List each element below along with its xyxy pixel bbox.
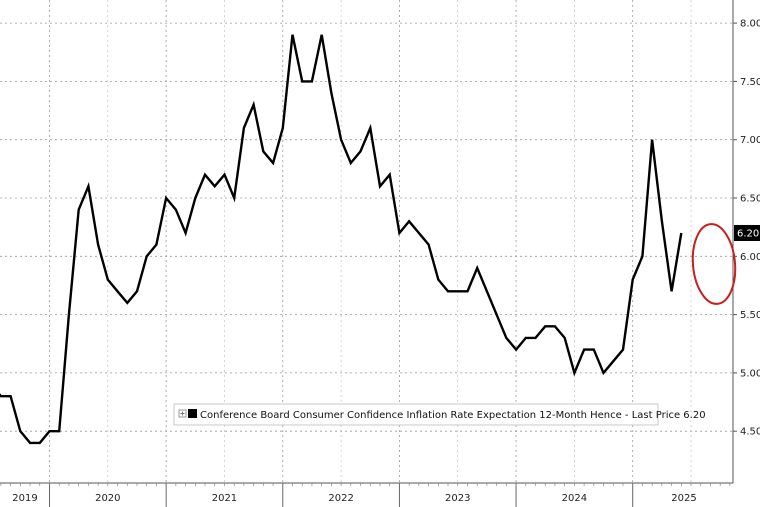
last-price-label: 6.20 [737, 228, 759, 239]
y-tick-label: 8.00 [740, 19, 760, 30]
x-year-label: 2025 [671, 493, 696, 504]
y-tick-label: 6.00 [740, 252, 760, 263]
x-year-label: 2019 [12, 493, 37, 504]
series-line [0, 34, 683, 445]
legend-box [173, 403, 659, 426]
legend: Conference Board Consumer Confidence Inf… [173, 403, 706, 426]
x-year-label: 2024 [562, 493, 587, 504]
y-tick-label: 7.50 [740, 77, 760, 88]
x-year-label: 2020 [95, 493, 120, 504]
x-year-label: 2021 [212, 493, 237, 504]
y-tick-label: 6.50 [740, 194, 760, 205]
y-tick-label: 5.00 [740, 368, 760, 379]
x-year-label: 2023 [445, 493, 470, 504]
x-year-label: 2022 [328, 493, 353, 504]
y-tick-label: 7.00 [740, 135, 760, 146]
series-layer [0, 34, 683, 445]
last-price-tag [734, 224, 760, 241]
gridlines [0, 0, 733, 483]
legend-label: Conference Board Consumer Confidence Inf… [200, 410, 706, 421]
highlight-circle [691, 223, 737, 305]
annotations: 6.20 [691, 223, 760, 305]
y-tick-label: 4.50 [740, 427, 760, 438]
y-tick-label: 5.50 [740, 310, 760, 321]
legend-toggle-icon[interactable] [178, 409, 187, 418]
legend-swatch-icon [188, 409, 197, 418]
